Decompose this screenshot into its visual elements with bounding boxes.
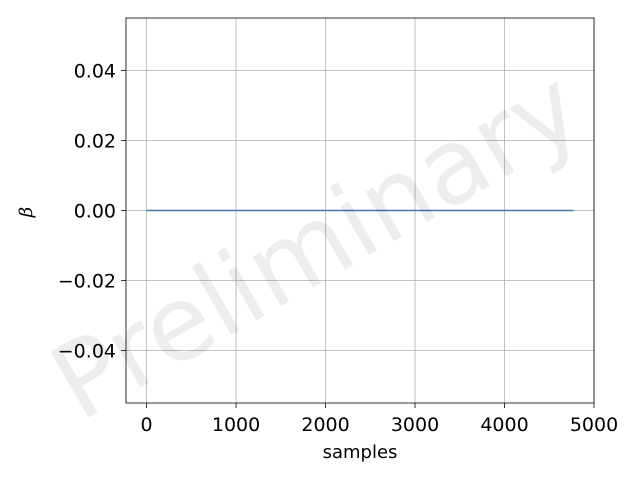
x-tick-label: 2000 xyxy=(301,414,349,436)
y-tick-label: 0.02 xyxy=(74,131,116,153)
y-tick-label: −0.02 xyxy=(58,271,116,293)
y-tick-label: 0.04 xyxy=(74,61,116,83)
x-tick-label: 4000 xyxy=(480,414,528,436)
x-tick-label: 0 xyxy=(141,414,153,436)
x-tick-label: 3000 xyxy=(391,414,439,436)
x-tick-label: 1000 xyxy=(212,414,260,436)
y-ticks: −0.04 −0.02 0.00 0.02 0.04 xyxy=(58,61,126,363)
y-tick-label: −0.04 xyxy=(58,341,116,363)
x-tick-label: 5000 xyxy=(570,414,618,436)
x-ticks: 0 1000 2000 3000 4000 5000 xyxy=(141,403,618,436)
y-tick-label: 0.00 xyxy=(74,201,116,223)
x-axis-label: samples xyxy=(323,442,398,463)
y-axis-label: β xyxy=(16,207,37,218)
